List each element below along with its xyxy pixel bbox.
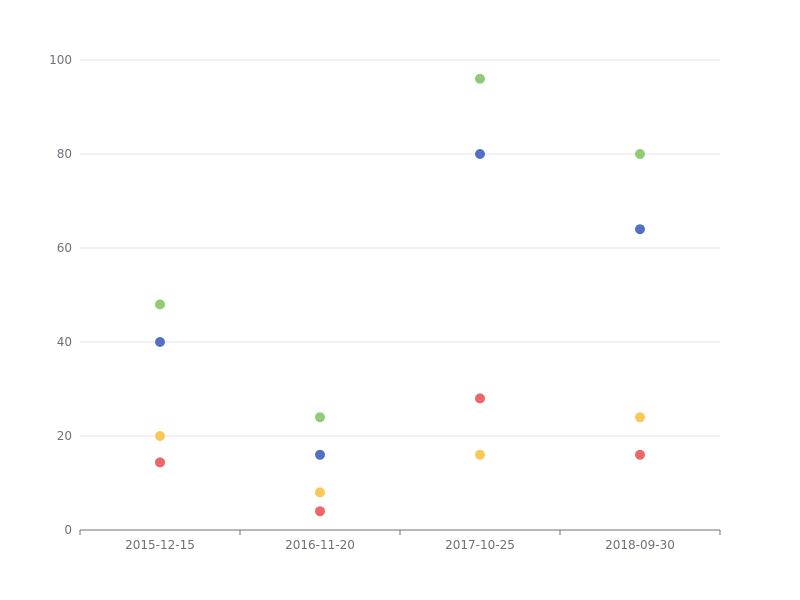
y-tick-label: 20 (57, 429, 72, 443)
x-tick-label: 2015-12-15 (125, 538, 195, 552)
axes: 0 20 40 60 80 100 2015-12-15 2016-11-20 2017-10-… (49, 53, 721, 552)
data-point[interactable] (475, 393, 485, 404)
grid-lines (80, 59, 720, 437)
data-point[interactable] (315, 449, 325, 460)
data-point[interactable] (475, 149, 485, 159)
data-point[interactable] (475, 449, 485, 460)
data-point[interactable] (315, 487, 325, 498)
data-point[interactable] (315, 506, 325, 517)
data-point[interactable] (635, 449, 645, 460)
data-point[interactable] (475, 73, 485, 84)
y-tick-label: 100 (49, 53, 72, 67)
data-point[interactable] (155, 299, 165, 310)
data-points (155, 73, 645, 517)
x-tick-label: 2017-10-25 (445, 538, 515, 552)
data-point[interactable] (155, 337, 165, 347)
data-point[interactable] (155, 431, 165, 441)
data-point[interactable] (315, 412, 325, 423)
data-point[interactable] (635, 224, 645, 235)
data-point[interactable] (155, 457, 165, 468)
y-tick-label: 60 (57, 241, 72, 255)
data-point[interactable] (635, 149, 645, 159)
x-tick-label: 2018-09-30 (605, 538, 675, 552)
y-tick-label: 80 (57, 147, 72, 161)
data-point[interactable] (635, 412, 645, 423)
y-tick-label: 40 (57, 335, 72, 349)
x-tick-label: 2016-11-20 (285, 538, 355, 552)
y-tick-label: 0 (64, 523, 72, 537)
